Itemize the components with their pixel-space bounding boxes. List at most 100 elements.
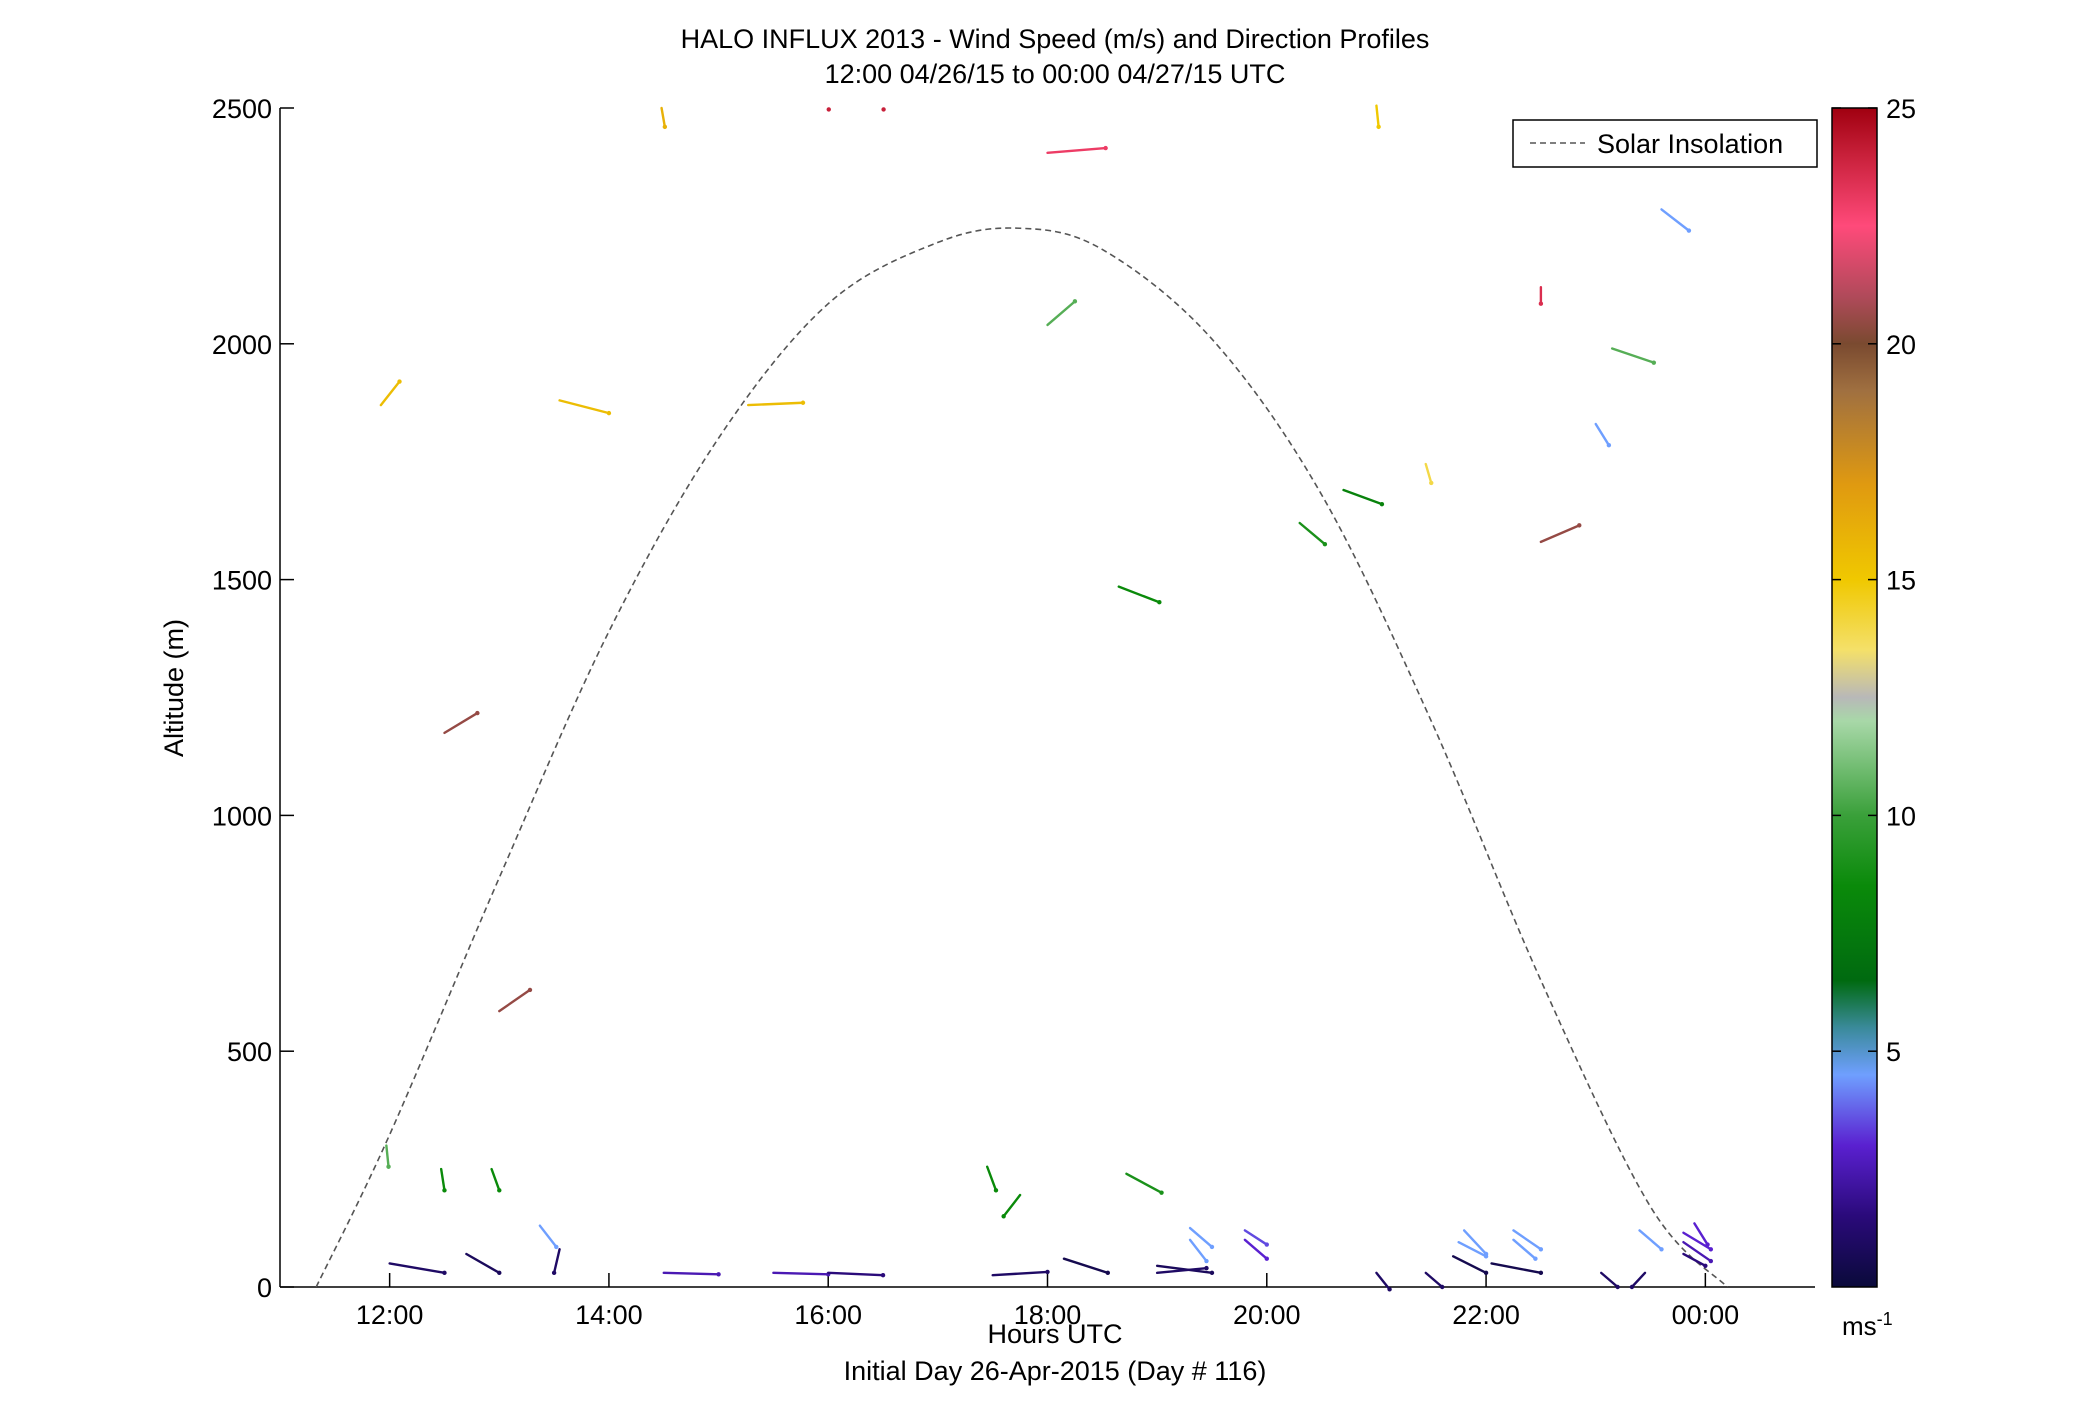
- wind-vector: [1682, 1252, 1707, 1267]
- wind-vector: [660, 106, 667, 129]
- y-tick-label: 2500: [212, 94, 272, 124]
- x-tick-label: 20:00: [1233, 1300, 1301, 1330]
- wind-vector-tip: [1708, 1247, 1714, 1252]
- wind-vectors-layer: [379, 104, 1714, 1292]
- wind-vector: [1125, 1172, 1163, 1194]
- wind-vector-tip: [1157, 600, 1162, 605]
- wind-vector: [388, 1262, 446, 1275]
- wind-vector: [1693, 1222, 1709, 1246]
- wind-vector: [1243, 1229, 1268, 1246]
- x-tick-label: 14:00: [575, 1300, 643, 1330]
- wind-vector-tip: [386, 1164, 391, 1169]
- wind-vector-tip: [1483, 1270, 1489, 1276]
- wind-vector: [379, 380, 401, 407]
- wind-vector-tip: [1629, 1284, 1635, 1290]
- chart-subtitle: 12:00 04/26/15 to 00:00 04/27/15 UTC: [825, 59, 1286, 89]
- wind-vector: [772, 1271, 830, 1276]
- wind-vector: [1046, 300, 1077, 327]
- wind-vector-tip: [716, 1272, 721, 1277]
- wind-vector: [490, 1167, 501, 1192]
- x-tick-label: 16:00: [794, 1300, 862, 1330]
- wind-vector-tip: [1204, 1258, 1209, 1264]
- wind-vector: [827, 1271, 885, 1277]
- wind-vector-tip: [1708, 1258, 1714, 1264]
- colorbar-tick-label: 15: [1886, 566, 1916, 596]
- wind-vector: [1512, 1238, 1537, 1260]
- wind-vector: [1539, 524, 1581, 544]
- wind-vector: [1610, 347, 1656, 364]
- wind-vector: [1342, 488, 1384, 506]
- chart-title: HALO INFLUX 2013 - Wind Speed (m/s) and …: [681, 24, 1430, 54]
- wind-vector: [1375, 1271, 1391, 1291]
- x-tick-label: 18:00: [1014, 1300, 1082, 1330]
- wind-vector: [1457, 1240, 1488, 1258]
- x-tick-label: 00:00: [1672, 1300, 1740, 1330]
- wind-vector-tip: [1376, 124, 1381, 130]
- wind-vector: [1638, 1229, 1663, 1251]
- plot-axes: 12:00 14:00 16:00 18:00 20:00 22:00 00:00 0 500 1…: [212, 94, 1815, 1330]
- wind-vector: [558, 399, 611, 415]
- wind-vector: [1630, 1271, 1647, 1289]
- initial-day-label: Initial Day 26-Apr-2015 (Day # 116): [844, 1356, 1267, 1386]
- colorbar-unit-exp: -1: [1877, 1309, 1893, 1329]
- wind-vector-tip: [606, 410, 612, 416]
- wind-vector-tip: [1045, 1269, 1050, 1275]
- y-tick-label: 1000: [212, 801, 272, 831]
- y-tick-label: 0: [257, 1273, 272, 1303]
- wind-vector-tip: [497, 1188, 502, 1193]
- solar-insolation-layer: [315, 227, 1728, 1287]
- y-tick-label: 1500: [212, 566, 272, 596]
- wind-vector-tip: [993, 1188, 999, 1193]
- x-tick-label: 22:00: [1452, 1300, 1520, 1330]
- wind-vector: [1424, 1271, 1444, 1289]
- colorbar: 5 10 15 20 25: [1831, 94, 1916, 1288]
- wind-vector: [1046, 146, 1107, 155]
- wind-vector: [746, 401, 805, 407]
- wind-vector-tip: [1703, 1263, 1708, 1268]
- wind-vector-tip: [1387, 1287, 1392, 1292]
- wind-vector: [498, 988, 532, 1013]
- wind-vector-tip: [1264, 1256, 1269, 1261]
- wind-vector: [552, 1248, 561, 1275]
- wind-vector: [1243, 1238, 1268, 1260]
- colorbar-tick-label: 20: [1886, 330, 1916, 360]
- wind-vector-tip: [1264, 1242, 1269, 1247]
- legend-solar-label: Solar Insolation: [1597, 129, 1783, 159]
- wind-vector-tip: [1429, 480, 1434, 486]
- wind-vector: [1424, 462, 1433, 485]
- wind-vector: [1062, 1257, 1110, 1275]
- wind-vector: [1594, 422, 1611, 447]
- wind-vector-tip: [1538, 1270, 1544, 1276]
- wind-vector: [1117, 585, 1161, 604]
- wind-vector: [385, 1144, 390, 1168]
- wind-vector-tip: [397, 379, 402, 384]
- wind-vector: [465, 1252, 501, 1275]
- y-axis-label: Altitude (m): [159, 619, 189, 757]
- wind-vector: [1451, 1255, 1488, 1275]
- wind-vector-tip: [1533, 1256, 1538, 1261]
- wind-vector: [1375, 104, 1380, 129]
- wind-vector: [439, 1167, 446, 1192]
- wind-vector-tip: [1322, 542, 1328, 547]
- wind-vector-tip: [442, 1188, 447, 1193]
- solar-insolation-curve: [315, 227, 1728, 1287]
- wind-vector-tip: [1379, 501, 1385, 507]
- wind-vector-tip: [1001, 1214, 1006, 1219]
- wind-vector-tip: [1538, 301, 1544, 306]
- wind-vector-tip: [1072, 299, 1078, 304]
- wind-vector: [991, 1270, 1049, 1277]
- wind-vector-tip: [1440, 1284, 1445, 1290]
- wind-vector-tip: [1686, 228, 1692, 233]
- colorbar-tick-label: 25: [1886, 94, 1916, 124]
- wind-vector-tip: [551, 1270, 557, 1276]
- y-tick-label: 500: [227, 1037, 272, 1067]
- wind-vector: [1512, 1229, 1543, 1251]
- wind-vector-tip: [1538, 1247, 1544, 1252]
- wind-vector: [1002, 1193, 1022, 1218]
- wind-vector-tip: [1577, 523, 1582, 528]
- wind-vector-tip: [497, 1270, 502, 1276]
- wind-vector-tip: [1159, 1190, 1164, 1195]
- wind-vector: [538, 1224, 558, 1249]
- wind-vector-tip: [1209, 1270, 1215, 1276]
